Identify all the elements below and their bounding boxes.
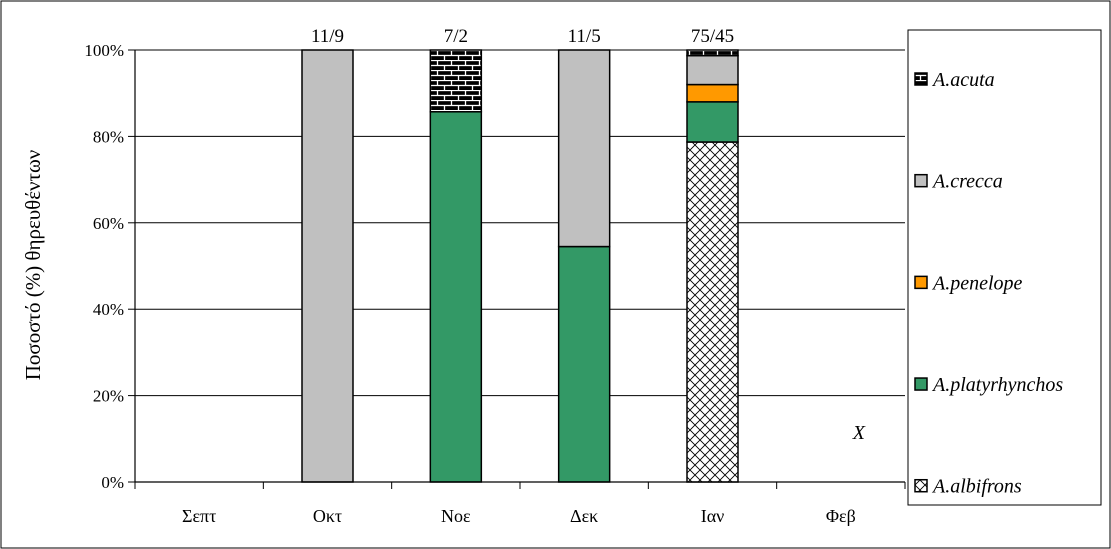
x-tick-label: Ιαν bbox=[701, 506, 725, 526]
legend-label-a-albifrons: A.albifrons bbox=[931, 476, 1022, 498]
legend-label-a-acuta: A.acuta bbox=[931, 69, 995, 91]
legend: A.acuta A.crecca A.penelope A.platyrhynchos… bbox=[907, 29, 1102, 506]
legend-swatch-a-albifrons bbox=[914, 478, 928, 493]
bar-a-crecca-4 bbox=[686, 54, 739, 86]
legend-label-a-platyrhynchos: A.platyrhynchos bbox=[931, 374, 1063, 396]
legend-swatch-a-crecca bbox=[914, 173, 928, 188]
bar-top-label: 75/45 bbox=[691, 26, 734, 47]
bar-a-penelope-4 bbox=[686, 83, 739, 103]
annotation-label: X bbox=[852, 422, 866, 444]
bar-a-platyrhynchos-3 bbox=[557, 245, 611, 483]
y-tick-label: 60% bbox=[93, 214, 124, 233]
y-tick-label: 20% bbox=[93, 387, 124, 406]
x-tick-label: Δεκ bbox=[570, 506, 598, 526]
bar-a-crecca-1 bbox=[301, 49, 354, 483]
bar-top-label: 7/2 bbox=[444, 26, 468, 47]
bar-a-acuta-2 bbox=[429, 49, 483, 113]
y-tick-label: 100% bbox=[84, 41, 124, 60]
legend-label-a-crecca: A.crecca bbox=[931, 171, 1003, 193]
bar-a-crecca-3 bbox=[557, 49, 611, 248]
bar-a-platyrhynchos-2 bbox=[429, 111, 483, 483]
x-tick-label: Φεβ bbox=[826, 506, 856, 526]
bar-a-acuta-4 bbox=[686, 49, 739, 57]
bar-a-albifrons-4 bbox=[686, 141, 739, 483]
legend-label-a-penelope: A.penelope bbox=[931, 272, 1023, 294]
x-tick-label: Οκτ bbox=[313, 506, 342, 526]
y-tick-label: 80% bbox=[93, 127, 124, 146]
legend-swatch-a-platyrhynchos bbox=[914, 377, 928, 391]
legend-box bbox=[907, 29, 1102, 506]
x-tick-label: Νοε bbox=[441, 506, 471, 526]
plot-background bbox=[135, 50, 905, 482]
legend-swatch-a-penelope bbox=[914, 275, 928, 290]
legend-swatch-a-acuta bbox=[914, 72, 928, 86]
plot-area: 0% 20% 40% 60% 80% 100% Σεπτ 11/9 Οκτ 7/2 Νοε 11/5 Δ… bbox=[84, 26, 906, 526]
x-tick-label: Σεπτ bbox=[182, 506, 216, 526]
bar-top-label: 11/9 bbox=[311, 26, 344, 47]
bar-top-label: 11/5 bbox=[568, 26, 601, 47]
y-tick-label: 0% bbox=[101, 473, 124, 492]
bar-a-platyrhynchos-4 bbox=[686, 101, 739, 143]
y-tick-label: 40% bbox=[93, 300, 124, 319]
y-axis-title: Ποσοστό (%) θηρευθέντων bbox=[21, 150, 45, 381]
